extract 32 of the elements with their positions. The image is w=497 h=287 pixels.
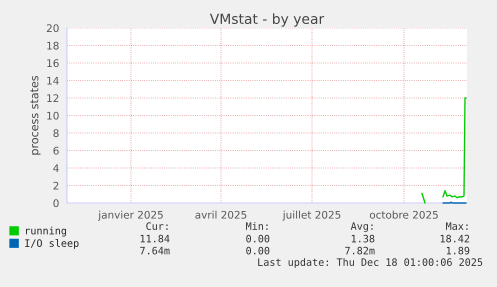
text: 18.42 [440, 234, 470, 242]
x-tick-label: avril 2025 [195, 210, 246, 219]
y-tick-label: 2 [53, 182, 58, 190]
y-axis-title: process states [30, 76, 41, 155]
x-tick-label: juillet 2025 [282, 210, 340, 221]
x-tick-label: octobre 2025 [370, 210, 438, 219]
text: 7.82m [345, 246, 375, 254]
text: 1.89 [446, 246, 470, 254]
y-tick-label: 18 [47, 42, 59, 50]
y-tick-label: 6 [53, 146, 59, 155]
chart-title: VMstat - by year [210, 13, 324, 27]
y-tick-label: 4 [53, 164, 59, 172]
text: Cur: [146, 222, 168, 230]
y-tick-label: 10 [47, 112, 59, 120]
legend-label: I/O sleep [25, 239, 79, 249]
y-tick-label: 14 [47, 76, 59, 84]
text: 0.00 [246, 246, 270, 254]
text: Max: [446, 222, 468, 230]
text: Avg: [350, 222, 373, 232]
y-tick-label: 12 [47, 94, 58, 102]
y-tick-label: 0 [53, 199, 59, 208]
x-tick-label: janvier 2025 [98, 210, 163, 221]
y-tick-label: 20 [46, 24, 59, 32]
y-tick-label: 16 [47, 59, 59, 68]
text: 7.64m [140, 246, 170, 254]
text: 11.84 [140, 234, 170, 242]
y-tick-label: 8 [53, 129, 59, 138]
text: Min: [246, 222, 268, 230]
text: 0.00 [246, 234, 270, 242]
text: Last update: Thu Dec 18 01:00:06 2025 [258, 258, 482, 268]
legend-label: running [26, 226, 66, 237]
text: 1.38 [352, 234, 374, 242]
